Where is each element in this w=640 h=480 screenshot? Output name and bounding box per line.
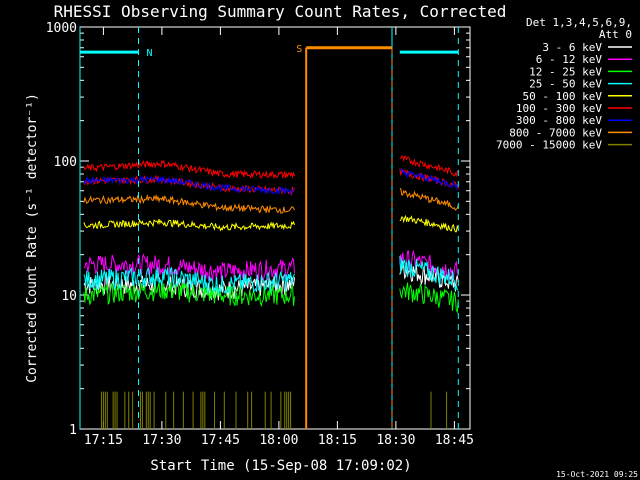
series-line [399, 168, 459, 191]
flag-label: S [296, 44, 302, 55]
series-line [83, 159, 295, 180]
legend-entry-label: 100 - 300 keV [516, 102, 602, 115]
x-tick-label: 18:00 [259, 433, 298, 448]
series-line [83, 193, 295, 214]
series-line [83, 174, 295, 196]
chart-title: RHESSI Observing Summary Count Rates, Co… [54, 2, 507, 21]
y-tick-label: 10 [61, 289, 77, 304]
legend-entry-label: 7000 - 15000 keV [496, 139, 602, 152]
series-line [83, 280, 295, 308]
series-line [399, 214, 459, 233]
legend-header: Att 0 [599, 28, 632, 41]
legend-entry-label: 50 - 100 keV [523, 90, 603, 103]
series-line [83, 218, 295, 232]
x-tick-label: 18:45 [435, 433, 474, 448]
series-line [399, 155, 459, 178]
x-tick-label: 18:15 [318, 433, 357, 448]
legend-header: Det 1,3,4,5,6,9, [526, 16, 632, 29]
x-tick-label: 17:45 [201, 433, 240, 448]
legend-entry-label: 25 - 50 keV [529, 78, 602, 91]
x-tick-label: 17:15 [84, 433, 123, 448]
y-tick-label: 100 [54, 155, 77, 170]
legend-entry-label: 3 - 6 keV [542, 41, 602, 54]
x-tick-label: 18:30 [376, 433, 415, 448]
y-tick-label: 1 [69, 423, 77, 438]
y-tick-label: 1000 [46, 21, 77, 36]
footer-timestamp: 15-Oct-2021 09:25 [556, 470, 638, 479]
series-line [399, 282, 459, 314]
legend-entry-label: 300 - 800 keV [516, 114, 602, 127]
x-tick-label: 17:30 [142, 433, 181, 448]
y-axis-label: Corrected Count Rate (s⁻¹ detector⁻¹) [25, 93, 40, 383]
legend-entry-label: 12 - 25 keV [529, 65, 602, 78]
flag-label: N [147, 48, 153, 59]
series-line [399, 256, 459, 291]
legend-entry-label: 800 - 7000 keV [509, 126, 602, 139]
series-line [83, 266, 295, 295]
series-line [83, 253, 295, 282]
legend-entry-label: 6 - 12 keV [536, 53, 603, 66]
series-line [83, 175, 295, 196]
series-line [399, 188, 459, 211]
x-axis-label: Start Time (15-Sep-08 17:09:02) [150, 458, 411, 474]
